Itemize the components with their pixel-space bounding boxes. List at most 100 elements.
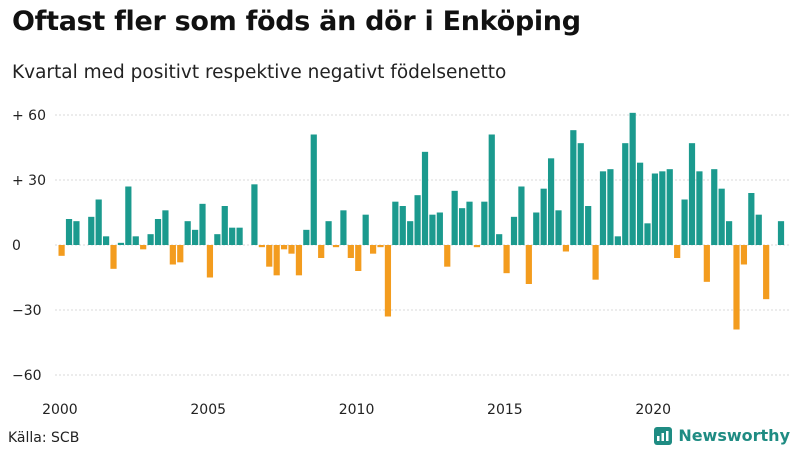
bar (214, 234, 221, 245)
bar (629, 112, 636, 245)
bar (570, 130, 577, 245)
bar (777, 221, 785, 245)
bar (251, 184, 258, 245)
bar (755, 214, 762, 245)
bar (451, 190, 458, 245)
bar (280, 245, 288, 250)
bar (696, 171, 703, 245)
bar (154, 219, 162, 245)
bar (347, 245, 354, 258)
bar (273, 245, 280, 276)
y-tick-label: −30 (12, 303, 42, 319)
bar (473, 245, 481, 248)
y-tick-label: 0 (12, 238, 21, 254)
bar (169, 245, 176, 265)
bar (725, 221, 733, 245)
bar (399, 206, 406, 245)
bar (562, 245, 570, 252)
bar (711, 169, 718, 245)
x-tick-label: 2020 (635, 402, 671, 418)
bar (73, 221, 80, 245)
bar (436, 212, 443, 245)
bar (162, 210, 169, 245)
bar (622, 143, 629, 245)
bar (674, 245, 681, 258)
bar (466, 201, 473, 245)
newsworthy-icon (654, 426, 673, 445)
bar (407, 221, 414, 245)
bar (310, 134, 317, 245)
bar (666, 169, 673, 245)
bar (266, 245, 273, 267)
bar (488, 134, 495, 245)
bar (525, 245, 532, 284)
bar (540, 188, 547, 245)
bar (763, 245, 770, 300)
bar (58, 245, 65, 256)
bar (236, 227, 243, 245)
bar (355, 245, 362, 271)
bar (748, 193, 755, 245)
bar (88, 216, 95, 245)
bar (340, 210, 347, 245)
bar (221, 206, 228, 245)
bar (592, 245, 599, 280)
bar (481, 201, 488, 245)
bar (369, 245, 377, 254)
bar (332, 245, 340, 248)
bar (496, 234, 503, 245)
bar (651, 173, 659, 245)
bar (414, 195, 421, 245)
bar (288, 245, 295, 254)
bar (258, 245, 265, 248)
bar (555, 210, 562, 245)
bar (103, 236, 110, 245)
bar (192, 229, 199, 245)
bar (184, 221, 191, 245)
bar (533, 212, 540, 245)
bar (295, 245, 303, 276)
bar (429, 214, 436, 245)
bar (377, 245, 384, 248)
bar (125, 186, 132, 245)
bar (95, 199, 102, 245)
bar (503, 245, 510, 274)
bar (718, 188, 725, 245)
bar (518, 186, 525, 245)
bar (740, 245, 748, 265)
x-tick-label: 2005 (190, 402, 226, 418)
bar (362, 214, 369, 245)
bar (110, 245, 117, 269)
bar (177, 245, 184, 263)
bar (303, 229, 310, 245)
bar (318, 245, 325, 258)
bar (421, 151, 429, 245)
x-tick-label: 2010 (339, 402, 375, 418)
bar (510, 216, 518, 245)
bar (703, 245, 710, 282)
bar (659, 171, 666, 245)
bar (392, 201, 399, 245)
bar (147, 234, 154, 245)
bar (636, 162, 644, 245)
bar (577, 143, 584, 245)
bar (547, 158, 555, 245)
chart-title: Oftast fler som föds än dör i Enköping (12, 6, 581, 37)
bar (140, 245, 147, 250)
x-tick-label: 2000 (42, 402, 78, 418)
y-tick-label: −60 (12, 368, 42, 384)
bar (199, 203, 206, 245)
bar (206, 245, 214, 278)
bar (229, 227, 236, 245)
bar (614, 236, 621, 245)
bar (599, 171, 607, 245)
brand-logo: Newsworthy (654, 426, 790, 445)
chart-subtitle: Kvartal med positivt respektive negativt… (12, 62, 507, 83)
bar (733, 245, 740, 330)
brand-name: Newsworthy (678, 426, 790, 445)
bar (607, 169, 614, 245)
x-tick-label: 2015 (487, 402, 523, 418)
bar (681, 199, 688, 245)
bar (325, 221, 332, 245)
